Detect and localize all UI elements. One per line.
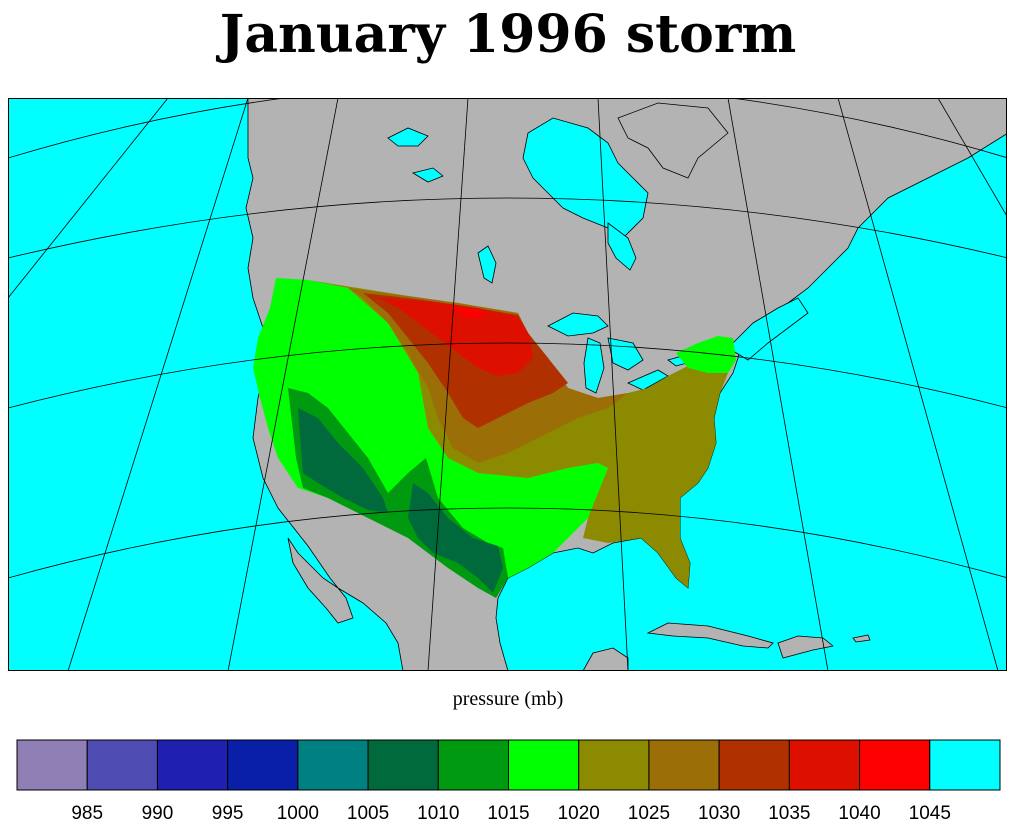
great-bear-lake (387, 127, 429, 147)
pressure-fields (253, 278, 736, 598)
lake-winnipeg (477, 245, 497, 284)
legend-tick-label: 1025 (627, 803, 671, 824)
legend-tick-label: 1030 (698, 803, 741, 824)
hispaniola (777, 635, 834, 659)
legend-swatch (437, 739, 509, 791)
lake-superior (547, 312, 609, 337)
map-title: January 1996 storm (219, 4, 797, 65)
legend-swatch (86, 739, 158, 791)
great-slave-lake (411, 167, 444, 183)
legend-swatch (508, 739, 580, 791)
legend-swatch (16, 739, 88, 791)
legend-swatch (367, 739, 439, 791)
legend-tick-label: 985 (71, 803, 104, 824)
color-legend (16, 739, 1001, 791)
map-frame (8, 98, 1007, 671)
field-1040 (378, 298, 533, 376)
field-1010 (298, 408, 388, 513)
legend-tick-label: 990 (141, 803, 174, 824)
cuba (646, 622, 774, 649)
legend-swatch (718, 739, 790, 791)
baffin-island (617, 102, 729, 179)
legend-title: pressure (mb) (452, 688, 564, 710)
legend-swatch (227, 739, 299, 791)
puerto-rico (852, 634, 871, 643)
field-1010-texas (408, 483, 503, 593)
legend-tick-label: 1035 (768, 803, 811, 824)
legend-swatch (648, 739, 720, 791)
legend-tick-label: 1020 (557, 803, 600, 824)
legend-swatch (297, 739, 369, 791)
pressure-map (8, 98, 1007, 671)
field-1045 (448, 306, 488, 318)
graticule (8, 98, 1007, 671)
central-america (582, 647, 629, 671)
legend-tick-label: 995 (211, 803, 244, 824)
legend-tick-label: 1045 (908, 803, 951, 824)
legend-swatch (788, 739, 861, 791)
legend-tick-label: 1005 (346, 803, 390, 824)
field-1020-east (676, 336, 736, 373)
legend-swatch (859, 739, 931, 791)
legend-tick-label: 1015 (487, 803, 530, 824)
legend-swatch (929, 739, 1001, 791)
lake-michigan (583, 337, 605, 394)
legend-tick-label: 1010 (417, 803, 460, 824)
hudson-bay (522, 117, 649, 239)
legend-swatch (578, 739, 650, 791)
legend-swatch (156, 739, 229, 791)
james-bay (607, 222, 637, 271)
legend-tick-label: 1000 (276, 803, 319, 824)
legend-tick-label: 1040 (838, 803, 881, 824)
